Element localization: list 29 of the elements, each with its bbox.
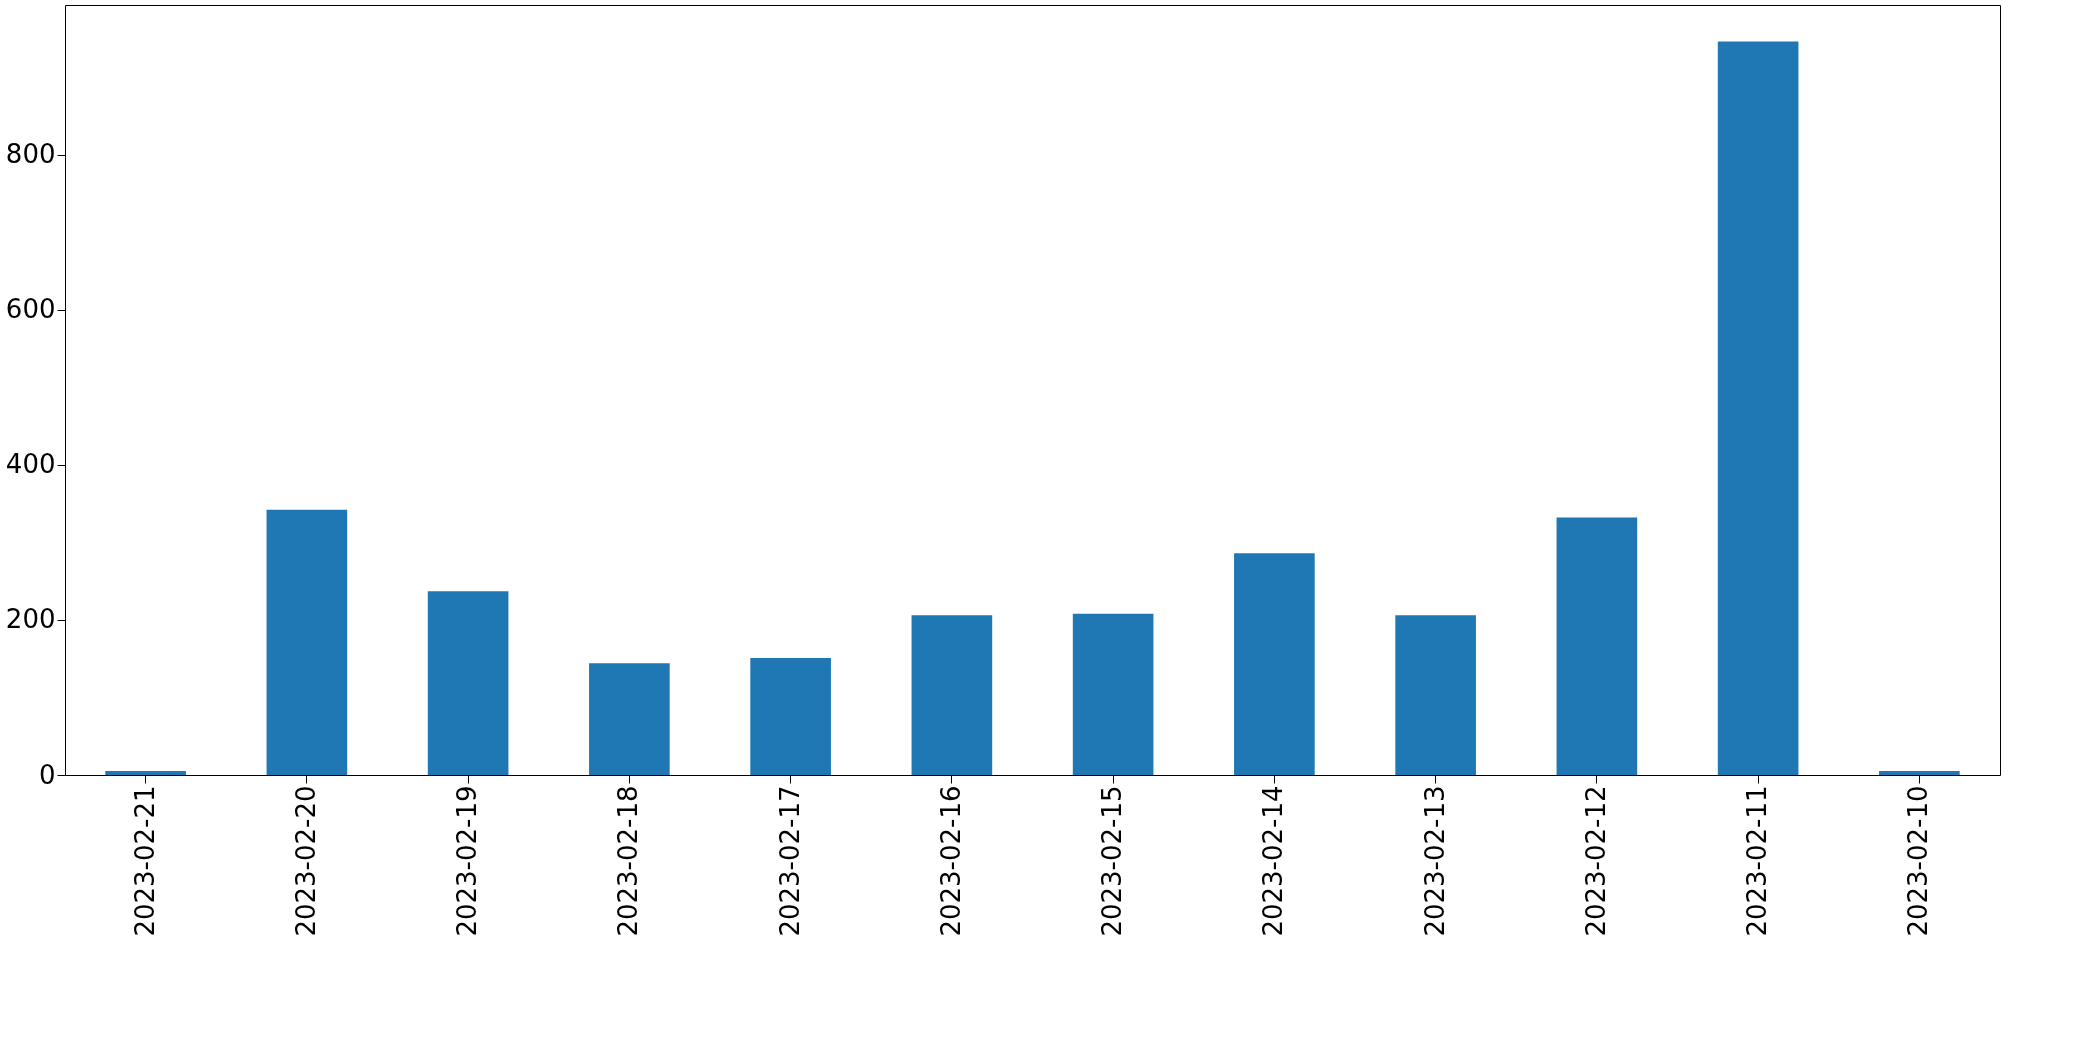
x-tick-label: 2023-02-12 xyxy=(1580,785,1611,937)
x-tick-label: 2023-02-21 xyxy=(129,785,160,937)
x-tick-label: 2023-02-20 xyxy=(290,785,321,937)
bar xyxy=(427,591,509,775)
bar xyxy=(911,615,993,775)
x-tick-label: 2023-02-13 xyxy=(1419,785,1450,937)
y-tick-label: 600 xyxy=(5,294,56,325)
x-tick-label: 2023-02-11 xyxy=(1742,785,1773,937)
x-tick-label: 2023-02-16 xyxy=(935,785,966,937)
y-tick-label: 800 xyxy=(5,139,56,170)
x-tick-label: 2023-02-17 xyxy=(774,785,805,937)
bar xyxy=(1717,41,1799,775)
x-tick-label: 2023-02-15 xyxy=(1097,785,1128,937)
y-tick-label: 400 xyxy=(5,449,56,480)
bar xyxy=(750,657,831,775)
y-tick-label: 0 xyxy=(38,759,56,790)
bar xyxy=(1234,553,1315,775)
x-tick-label: 2023-02-18 xyxy=(613,785,644,937)
bar xyxy=(105,771,186,775)
x-tick-label: 2023-02-14 xyxy=(1258,785,1289,937)
bar xyxy=(266,509,348,775)
bar xyxy=(1072,613,1154,775)
bar xyxy=(1879,771,1960,775)
bar xyxy=(1556,517,1638,775)
bar xyxy=(589,663,670,775)
x-tick-label: 2023-02-19 xyxy=(452,785,483,937)
bar xyxy=(1395,615,1476,775)
x-tick-label: 2023-02-10 xyxy=(1903,785,1934,937)
y-tick-label: 200 xyxy=(5,604,56,635)
